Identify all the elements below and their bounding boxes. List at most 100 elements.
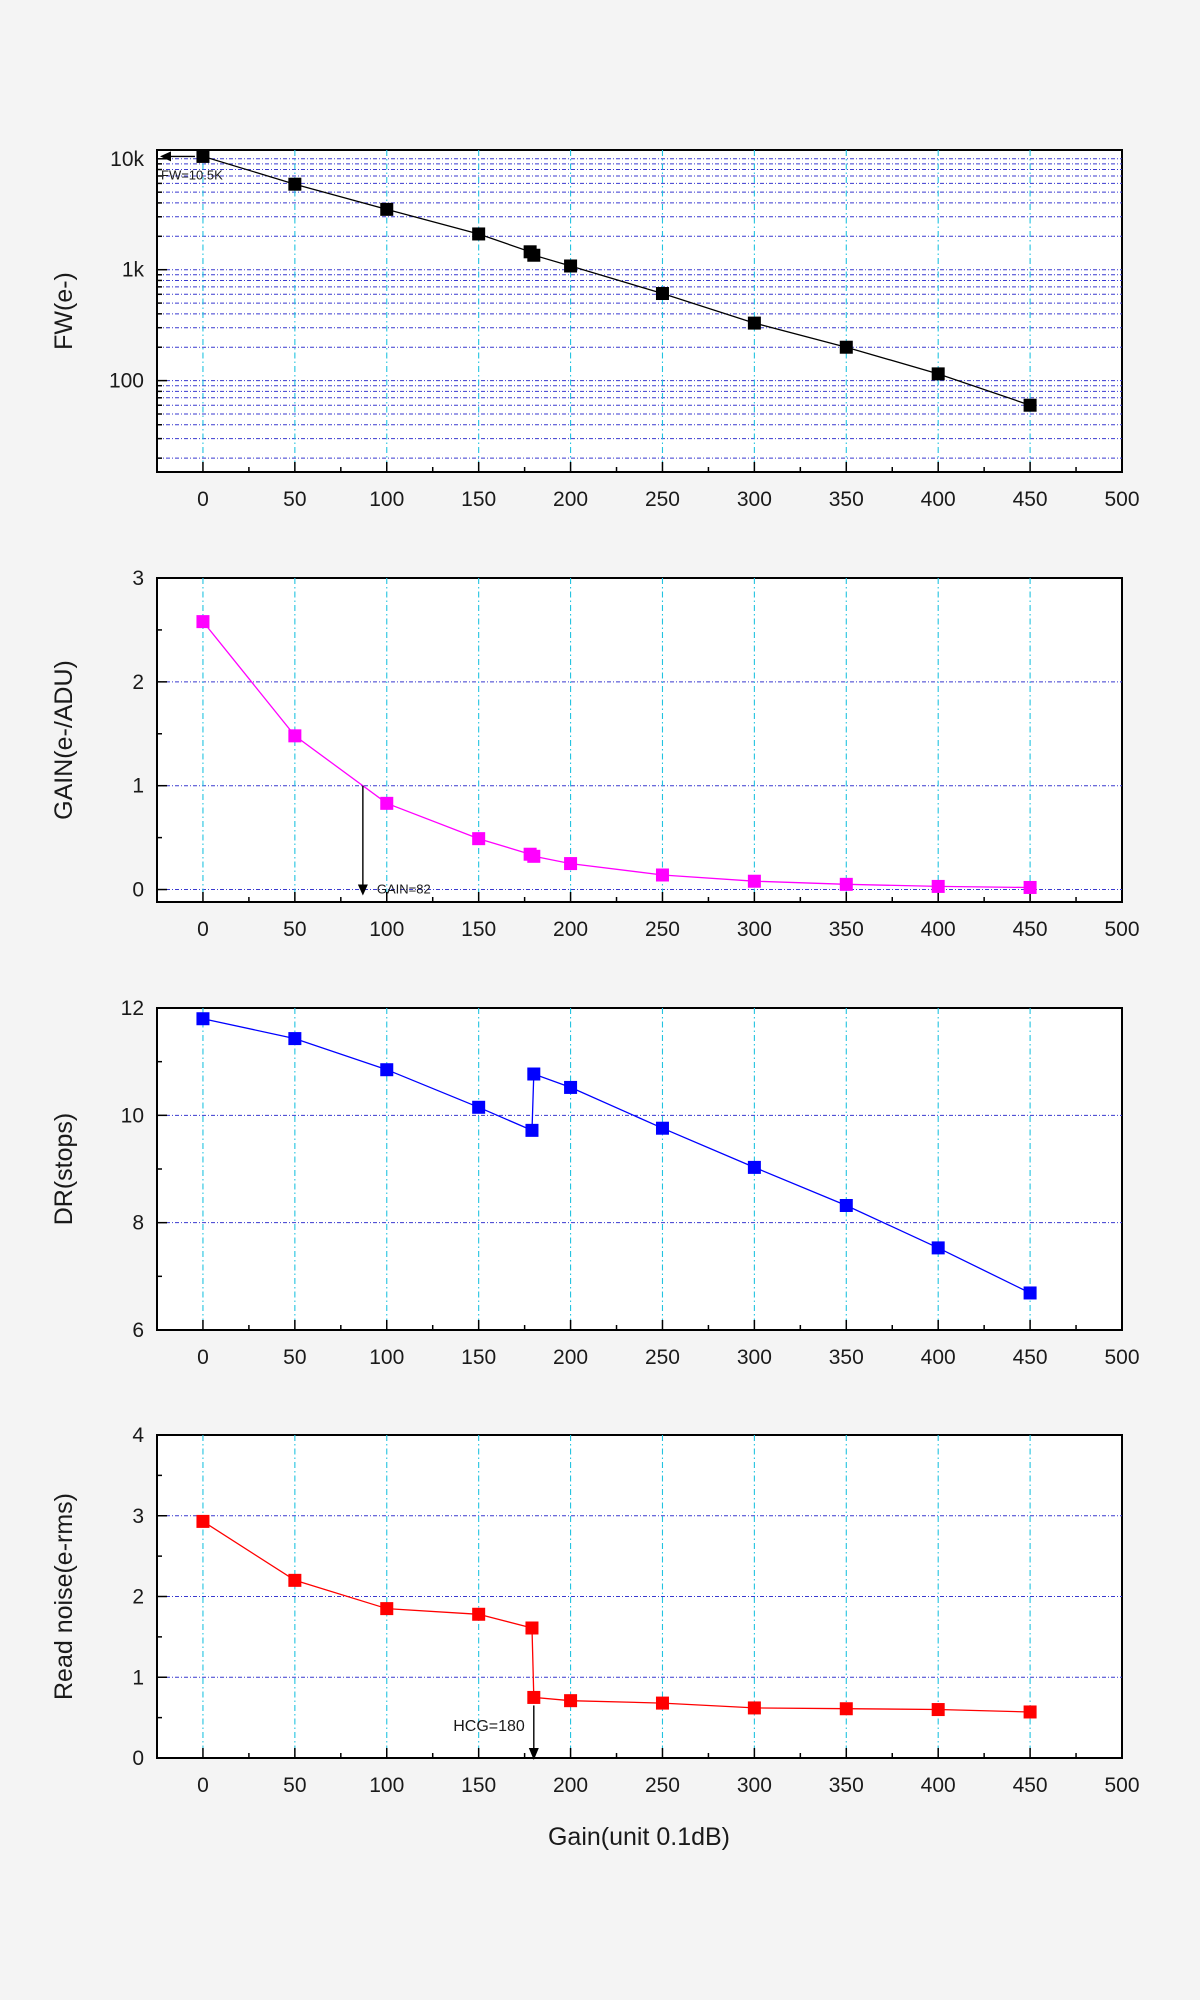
- series-markers: [196, 1012, 1037, 1300]
- annotation: HCG=180: [453, 1705, 539, 1760]
- y-axis-title: Read noise(e-rms): [50, 1493, 78, 1700]
- x-axis-title: Gain(unit 0.1dB): [548, 1823, 730, 1851]
- x-tick-label: 500: [1104, 488, 1139, 511]
- annotation-label: GAIN=82: [377, 882, 431, 897]
- data-point: [747, 1160, 761, 1174]
- x-tick-label: 50: [283, 1774, 306, 1797]
- data-point: [747, 316, 761, 330]
- y-tick-label: 100: [109, 370, 144, 393]
- data-point: [196, 149, 210, 163]
- series-markers: [196, 149, 1037, 412]
- y-tick-label: 0: [132, 1747, 144, 1770]
- data-point: [655, 1696, 669, 1710]
- x-tick-label: 400: [921, 1346, 956, 1369]
- data-point: [196, 615, 210, 629]
- data-point: [380, 1602, 394, 1616]
- annotation-arrowhead: [528, 1748, 539, 1760]
- data-point: [655, 287, 669, 301]
- y-axis-title: FW(e-): [50, 272, 78, 350]
- data-point: [196, 1012, 210, 1026]
- x-tick-label: 50: [283, 918, 306, 941]
- plot-frame: [156, 1007, 1123, 1331]
- x-tick-label: 350: [829, 1774, 864, 1797]
- y-tick-label: 2: [132, 671, 144, 694]
- x-tick-label: 50: [283, 488, 306, 511]
- panel-1: 0 50 100 150 200 250 300 350 400 450 500 100 1k 10k FW…: [50, 148, 1140, 511]
- x-tick-label: 450: [1013, 1346, 1048, 1369]
- series-line: [202, 1520, 1031, 1713]
- data-point: [525, 1621, 539, 1635]
- y-axis-ticks: 0 1 2 3: [132, 567, 167, 902]
- chart-panels: 0 50 100 150 200 250 300 350 400 450 5001001k10kFW…: [50, 148, 1140, 1797]
- annotation-arrowhead: [160, 151, 171, 162]
- data-point: [1023, 1705, 1037, 1719]
- panel-3: 0 50 100 150 200 250 300 350 400 450 500 6 8 10 12 DR(s…: [50, 997, 1140, 1369]
- x-tick-label: 450: [1013, 1774, 1048, 1797]
- x-tick-label: 400: [921, 488, 956, 511]
- data-point: [564, 1694, 578, 1708]
- data-point: [527, 248, 541, 262]
- horizontal-gridlines: [157, 681, 1122, 891]
- data-point: [527, 1067, 541, 1081]
- series-line: [202, 155, 1031, 406]
- data-point: [747, 874, 761, 888]
- x-tick-label: 450: [1013, 918, 1048, 941]
- x-tick-label: 100: [369, 488, 404, 511]
- y-axis-ticks: 6 8 10 12: [121, 997, 167, 1342]
- x-tick-label: 300: [737, 1346, 772, 1369]
- x-tick-label: 350: [829, 1346, 864, 1369]
- series-markers: [196, 615, 1037, 894]
- x-tick-label: 150: [461, 488, 496, 511]
- x-tick-label: 250: [645, 1774, 680, 1797]
- x-tick-label: 100: [369, 1346, 404, 1369]
- annotation-label: HCG=180: [453, 1718, 525, 1735]
- data-point: [931, 879, 945, 893]
- y-axis-ticks: 100 1k 10k: [109, 148, 167, 459]
- annotation-label: FW=10.5K: [161, 167, 223, 182]
- data-point: [1023, 880, 1037, 894]
- x-tick-label: 400: [921, 1774, 956, 1797]
- plot-frame: [156, 577, 1123, 903]
- x-axis-ticks: 0 50 100 150 200 250 300 350 400 450 500: [156, 462, 1140, 511]
- data-point: [839, 877, 853, 891]
- y-tick-label: 1k: [122, 259, 145, 282]
- series-line: [202, 1018, 1031, 1294]
- data-point: [527, 1690, 541, 1704]
- data-point: [380, 202, 394, 216]
- data-point: [1023, 398, 1037, 412]
- data-point: [931, 1703, 945, 1717]
- x-tick-label: 0: [197, 918, 209, 941]
- y-tick-label: 1: [132, 1666, 144, 1689]
- x-tick-label: 500: [1104, 1774, 1139, 1797]
- data-point: [472, 1607, 486, 1621]
- series-markers: [196, 1514, 1037, 1719]
- y-axis-title: GAIN(e-/ADU): [50, 660, 78, 820]
- data-point: [931, 367, 945, 381]
- plot-frame: [156, 149, 1123, 473]
- x-tick-label: 200: [553, 1774, 588, 1797]
- x-tick-label: 500: [1104, 918, 1139, 941]
- annotation: FW=10.5K: [160, 151, 223, 182]
- horizontal-gridlines: [157, 158, 1122, 459]
- y-tick-label: 4: [132, 1424, 144, 1447]
- horizontal-gridlines: [157, 1515, 1122, 1678]
- series-line: [202, 621, 1031, 889]
- data-point: [655, 1121, 669, 1135]
- data-point: [288, 1032, 302, 1046]
- x-tick-label: 450: [1013, 488, 1048, 511]
- y-tick-label: 12: [121, 997, 144, 1020]
- x-tick-label: 100: [369, 1774, 404, 1797]
- x-tick-label: 150: [461, 1346, 496, 1369]
- data-point: [839, 340, 853, 354]
- data-point: [564, 259, 578, 273]
- vertical-gridlines: [202, 578, 1031, 902]
- x-tick-label: 0: [197, 1774, 209, 1797]
- x-tick-label: 300: [737, 918, 772, 941]
- y-tick-label: 6: [132, 1319, 144, 1342]
- x-tick-label: 150: [461, 1774, 496, 1797]
- x-tick-label: 0: [197, 488, 209, 511]
- data-point: [472, 1100, 486, 1114]
- x-axis-ticks: 0 50 100 150 200 250 300 350 400 450 500: [156, 892, 1140, 941]
- x-tick-label: 150: [461, 918, 496, 941]
- y-tick-label: 2: [132, 1586, 144, 1609]
